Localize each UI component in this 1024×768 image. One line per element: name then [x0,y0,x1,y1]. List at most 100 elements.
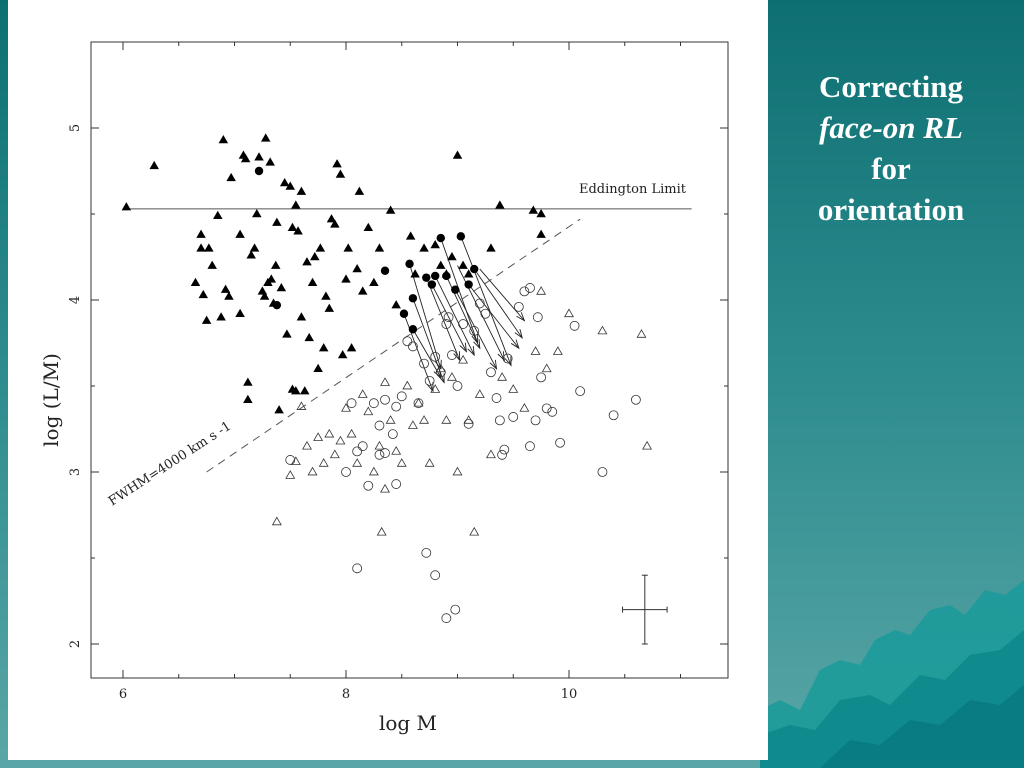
open-circle-point [443,312,454,323]
open-triangle-point [285,470,296,479]
filled-triangle-point [216,312,226,321]
eddington-label: Eddington Limit [579,182,687,197]
open-circle-point [469,326,480,336]
correction-arrow [434,275,475,356]
open-circle-point [402,336,413,347]
filled-triangle-point [218,135,229,144]
slide-title-line-1: Correcting [818,69,964,104]
filled-circle-point [436,233,445,243]
fwhm-line [206,218,581,473]
filled-triangle-point [291,386,301,395]
correction-arrow [425,277,461,361]
open-triangle-point [564,308,574,318]
filled-triangle-point [198,289,209,299]
filled-triangle-point [363,222,374,232]
slide-title-line-4: orientation [817,192,965,227]
open-circle-point [387,429,398,440]
filled-triangle-point [313,363,323,373]
filled-triangle-point [201,315,212,324]
open-triangle-point [469,526,480,536]
filled-triangle-point [279,178,290,187]
filled-circle-point [405,259,414,269]
filled-triangle-point [196,229,206,238]
filled-triangle-point [436,260,446,269]
open-circle-point [486,367,496,378]
open-triangle-point [474,389,485,398]
filled-triangle-point [536,209,546,218]
open-triangle-point [458,354,469,364]
open-triangle-point [380,377,390,386]
plot-frame [90,41,729,679]
open-circle-point [430,351,441,362]
correction-arrow [468,284,520,349]
open-circle-point [368,398,379,409]
filled-circle-point [380,266,390,275]
open-triangle-point [419,415,430,424]
correction-arrow [460,236,512,366]
correction-arrow [409,263,442,369]
filled-triangle-point [291,200,301,209]
filled-triangle-point [318,343,329,352]
open-circle-point [441,319,452,329]
filled-triangle-point [337,350,348,359]
open-circle-point [555,437,565,448]
filled-triangle-point [121,202,132,211]
filled-triangle-point [254,152,264,161]
open-circle-point [424,375,435,386]
open-triangle-point [357,389,368,398]
filled-triangle-point [528,205,539,214]
open-triangle-point [435,363,446,373]
arrow-head [473,339,481,350]
open-circle-point [532,312,543,323]
correction-arrow [473,268,523,339]
open-triangle-point [636,329,647,338]
open-triangle-point [271,516,282,526]
open-triangle-point [313,432,324,441]
open-circle-point [430,570,441,581]
open-circle-point [380,448,390,458]
filled-triangle-point [315,243,326,252]
filled-triangle-point [405,231,416,240]
filled-triangle-point [307,277,318,287]
filled-triangle-point [243,377,253,386]
arrow-head [453,351,461,362]
open-triangle-point [380,483,390,493]
arrow-head [516,312,526,322]
open-triangle-point [642,440,653,450]
mountain-decoration [760,580,1024,768]
filled-triangle-point [335,169,346,178]
filled-triangle-point [463,269,474,278]
filled-triangle-point [285,181,295,190]
filled-triangle-point [235,308,245,318]
filled-triangle-point [296,312,307,321]
open-triangle-point [485,449,496,459]
filled-triangle-point [259,291,270,300]
filled-circle-point [399,309,409,318]
fwhm-line-segment [206,218,581,473]
open-triangle-point [413,397,424,407]
open-circle-point [352,446,363,457]
filled-triangle-point [419,243,429,252]
filled-triangle-point [447,252,457,261]
slide-title-line-3: for [871,151,911,186]
y-tick-label: 4 [68,296,83,304]
filled-circle-point [470,264,479,274]
open-circle-point [491,393,502,403]
open-circle-point [357,441,368,452]
open-circle-point [421,547,432,558]
slide-title: Correcting face-on RL for orientation [778,66,1004,230]
open-circle-point [530,415,541,426]
filled-triangle-point [310,252,320,261]
filled-triangle-point [149,160,159,170]
open-triangle-point [376,526,387,536]
open-triangle-point [446,372,457,381]
filled-triangle-point [293,226,303,235]
correction-arrow [431,284,467,352]
open-circle-point [374,449,385,460]
filled-triangle-point [246,250,256,259]
filled-triangle-point [257,286,268,295]
open-circle-point [608,410,619,421]
open-triangle-point [441,415,452,424]
open-circle-point [497,449,508,460]
filled-triangle-point [302,257,312,266]
